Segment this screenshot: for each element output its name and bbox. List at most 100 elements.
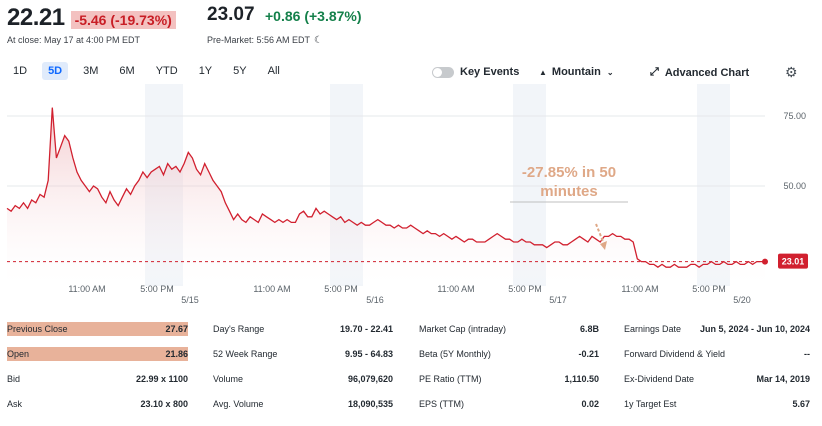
date-label: 5/17 [549, 295, 567, 305]
premarket-note: Pre-Market: 5:56 AM EDT ☾ [207, 35, 323, 46]
tab-1d[interactable]: 1D [13, 65, 28, 77]
arrow-head-icon [600, 241, 607, 250]
stat-value: 1,110.50 [564, 374, 599, 384]
annotation-text: -27.85% in 50 [522, 164, 616, 181]
stat-row: Beta (5Y Monthly) -0.21 [419, 347, 599, 361]
stat-label: 1y Target Est [624, 399, 677, 409]
tab-ytd[interactable]: YTD [155, 65, 178, 77]
session-band [697, 84, 730, 286]
tab-3m[interactable]: 3M [83, 65, 99, 77]
price-chart[interactable]: 75.00 50.00 11:00 AM 5:00 PM 11:00 AM 5:00 P… [0, 84, 822, 312]
session-bands [145, 84, 730, 286]
x-tick-label: 5:00 PM [324, 284, 358, 294]
stat-label: EPS (TTM) [419, 399, 464, 409]
tab-1y[interactable]: 1Y [198, 65, 213, 77]
x-tick-label: 5:00 PM [508, 284, 542, 294]
chart-grid [7, 115, 765, 187]
stat-value: -- [804, 349, 810, 359]
advanced-chart-button[interactable]: ⤢ Advanced Chart [650, 66, 749, 79]
stat-label: Ask [7, 399, 23, 409]
stat-value: Mar 14, 2019 [756, 374, 810, 384]
stat-row: Ask 23.10 x 800 [7, 397, 188, 411]
tab-5y[interactable]: 5Y [233, 65, 247, 77]
moon-icon: ☾ [314, 35, 323, 46]
stat-label: Bid [7, 374, 21, 384]
toggle-knob [433, 68, 442, 77]
stat-value: -0.21 [578, 349, 599, 359]
tab-6m[interactable]: 6M [119, 65, 135, 77]
x-tick-label: 11:00 AM [253, 284, 290, 294]
last-point [762, 258, 768, 265]
stat-value: Jun 5, 2024 - Jun 10, 2024 [699, 324, 810, 334]
stat-row: Bid 22.99 x 1100 [7, 372, 188, 386]
price-area [7, 107, 765, 284]
tab-5d[interactable]: 5D [42, 62, 69, 80]
stat-row: Volume 96,079,620 [213, 372, 393, 386]
x-tick-label: 5:00 PM [140, 284, 174, 294]
chart-type-label: Mountain [551, 66, 601, 78]
stat-row: EPS (TTM) 0.02 [419, 397, 599, 411]
price-line [6, 107, 765, 268]
chevron-down-icon: ⌄ [606, 67, 614, 77]
x-tick-label: 11:00 AM [68, 284, 105, 294]
stat-label: Market Cap (intraday) [419, 324, 507, 334]
stat-row: Previous Close 27.67 [7, 322, 188, 336]
stat-label: Previous Close [7, 324, 68, 334]
stat-row: 1y Target Est 5.67 [624, 397, 810, 411]
current-price: 22.21 [7, 4, 65, 31]
mountain-icon: ▲ [539, 67, 547, 77]
tab-all[interactable]: All [267, 65, 280, 77]
stat-row: Market Cap (intraday) 6.8B [419, 322, 599, 336]
stat-label: Forward Dividend & Yield [624, 349, 726, 359]
stat-value: 0.02 [581, 399, 599, 409]
x-axis-labels: 11:00 AM 5:00 PM 11:00 AM 5:00 PM 11:00 AM 5:… [68, 284, 750, 305]
x-tick-label: 5:00 PM [692, 284, 726, 294]
stat-label: Day's Range [213, 324, 265, 334]
stat-label: Earnings Date [624, 324, 682, 334]
price-header: 22.21 -5.46 (-19.73%) [7, 4, 176, 32]
last-price-marker: 23.01 [762, 253, 808, 269]
stat-label: Avg. Volume [213, 399, 264, 409]
chart-type-dropdown[interactable]: ▲ Mountain ⌄ [539, 66, 614, 78]
stat-row: 52 Week Range 9.95 - 64.83 [213, 347, 393, 361]
annotation: -27.85% in 50 minutes [510, 164, 628, 250]
stat-value: 23.10 x 800 [140, 399, 188, 409]
stat-value: 19.70 - 22.41 [339, 324, 393, 334]
stat-value: 27.67 [165, 324, 188, 334]
date-label: 5/15 [181, 295, 199, 305]
quote-stats: Previous Close 27.67 Open 21.86 Bid 22.99 x 1… [0, 320, 822, 426]
stat-row: Open 21.86 [7, 347, 188, 361]
stat-row: Ex-Dividend Date Mar 14, 2019 [624, 372, 810, 386]
x-tick-label: 11:00 AM [437, 284, 474, 294]
date-label: 5/16 [366, 295, 384, 305]
stat-row: Earnings Date Jun 5, 2024 - Jun 10, 2024 [624, 322, 810, 336]
expand-icon: ⤢ [650, 66, 659, 78]
last-price-badge [778, 253, 808, 269]
price-change: -5.46 (-19.73%) [70, 11, 176, 29]
key-events-toggle[interactable] [432, 67, 454, 78]
stat-value: 6.8B [579, 324, 599, 334]
stat-label: Open [7, 349, 30, 359]
stat-value: 18,090,535 [347, 399, 393, 409]
premarket-price: 23.07 [207, 4, 255, 25]
stat-label: PE Ratio (TTM) [419, 374, 482, 384]
range-tabs: 1D 5D 3M 6M YTD 1Y 5Y All [7, 62, 295, 80]
stat-value: 96,079,620 [347, 374, 393, 384]
premarket-change: +0.86 (+3.87%) [265, 8, 362, 24]
stat-label: Volume [213, 374, 244, 384]
stat-row: Avg. Volume 18,090,535 [213, 397, 393, 411]
stat-value: 22.99 x 1100 [135, 374, 188, 384]
x-tick-label: 11:00 AM [621, 284, 658, 294]
stat-label: Ex-Dividend Date [624, 374, 695, 384]
stat-value: 9.95 - 64.83 [344, 349, 393, 359]
gear-icon[interactable]: ⚙ [785, 64, 798, 80]
stat-row: PE Ratio (TTM) 1,110.50 [419, 372, 599, 386]
stat-value: 21.86 [165, 349, 188, 359]
y-tick-label: 50.00 [783, 181, 806, 191]
y-axis-labels: 75.00 50.00 [783, 111, 806, 191]
close-note: At close: May 17 at 4:00 PM EDT [7, 35, 141, 45]
stat-label: Beta (5Y Monthly) [419, 349, 491, 359]
advanced-chart-label: Advanced Chart [664, 66, 750, 79]
key-events-label[interactable]: Key Events [460, 66, 520, 78]
stat-label: 52 Week Range [213, 349, 278, 359]
